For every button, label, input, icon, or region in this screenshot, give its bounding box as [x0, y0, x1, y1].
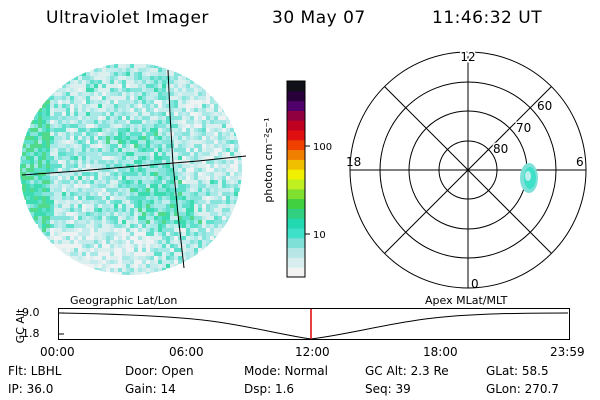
mlt-label-18: 18 — [346, 155, 361, 169]
colorbar-swatch — [287, 159, 305, 170]
timeline-xtick-4: 23:59 — [550, 345, 585, 359]
polar-diagonal-2 — [384, 86, 552, 254]
colorbar-swatch — [287, 208, 305, 219]
glat-readout: GLat: 58.5 — [486, 364, 549, 378]
polar-grid — [349, 51, 587, 289]
colorbar-swatches — [287, 81, 305, 278]
colorbar-swatch — [287, 120, 305, 131]
lat-label-70: 70 — [516, 121, 531, 135]
colorbar-swatch — [287, 90, 305, 102]
colorbar-swatch — [287, 149, 305, 160]
colorbar-swatch — [287, 228, 305, 239]
colorbar-swatch — [287, 257, 305, 268]
geo-grid-lines — [21, 69, 247, 269]
colorbar-swatch — [287, 130, 305, 141]
colorbar-unit-label: photon cm⁻²s⁻¹ — [262, 117, 275, 203]
colorbar-swatch — [287, 198, 305, 209]
colorbar-swatch — [287, 188, 305, 200]
colorbar-tick-label-10: 10 — [313, 230, 326, 241]
timeline-xtick-1: 06:00 — [169, 345, 204, 359]
uv-earth-image — [20, 64, 247, 275]
orbit-altitude-timeline — [58, 308, 570, 340]
geo-map-label: Geographic Lat/Lon — [70, 294, 178, 307]
time-label: 11:46:32 UT — [432, 8, 543, 28]
colorbar-swatch — [287, 267, 305, 278]
earth-pixel-field — [20, 64, 242, 275]
date-label: 30 May 07 — [272, 8, 366, 28]
gain-readout: Gain: 14 — [125, 382, 176, 396]
colorbar-frame — [286, 80, 306, 278]
geo-latitude-line — [21, 155, 247, 176]
colorbar-swatch — [287, 81, 305, 92]
colorbar-swatch — [287, 247, 305, 258]
mlt-label-0: 0 — [471, 277, 479, 291]
seq-readout: Seq: 39 — [365, 382, 411, 396]
filter-readout: Flt: LBHL — [8, 364, 62, 378]
door-readout: Door: Open — [125, 364, 194, 378]
colorbar-swatch — [287, 179, 305, 190]
timeline-xtick-3: 18:00 — [423, 345, 458, 359]
timeline-xtick-2: 12:00 — [295, 345, 330, 359]
colorbar: 100 10 — [286, 80, 332, 278]
mode-readout: Mode: Normal — [244, 364, 328, 378]
mlt-label-12: 12 — [460, 50, 475, 64]
colorbar-swatch — [287, 218, 305, 229]
ip-readout: IP: 36.0 — [8, 382, 54, 396]
colorbar-tick-label-100: 100 — [313, 142, 332, 153]
colorbar-swatch — [287, 100, 305, 111]
timeline-frame — [58, 308, 570, 340]
colorbar-swatch — [287, 139, 305, 151]
lat-label-60: 60 — [537, 99, 552, 113]
geo-longitude-line — [167, 69, 185, 269]
colorbar-swatch — [287, 169, 305, 180]
timeline-xtick-0: 00:00 — [40, 345, 75, 359]
dsp-readout: Dsp: 1.6 — [244, 382, 295, 396]
apex-map-label: Apex MLat/MLT — [425, 294, 508, 307]
polar-aurora-patch — [520, 163, 538, 193]
colorbar-swatch — [287, 237, 305, 249]
glon-readout: GLon: 270.7 — [486, 382, 559, 396]
timeline-ytick-low: 1.8 — [22, 327, 40, 340]
gc-alt-readout: GC Alt: 2.3 Re — [365, 364, 449, 378]
polar-mlt-plot: 12 18 6 0 60 70 80 — [346, 49, 587, 291]
mlt-label-6: 6 — [576, 155, 584, 169]
lat-label-80: 80 — [493, 142, 508, 156]
instrument-title: Ultraviolet Imager — [46, 8, 209, 28]
colorbar-swatch — [287, 110, 305, 121]
timeline-ytick-high: 9.0 — [22, 306, 40, 319]
